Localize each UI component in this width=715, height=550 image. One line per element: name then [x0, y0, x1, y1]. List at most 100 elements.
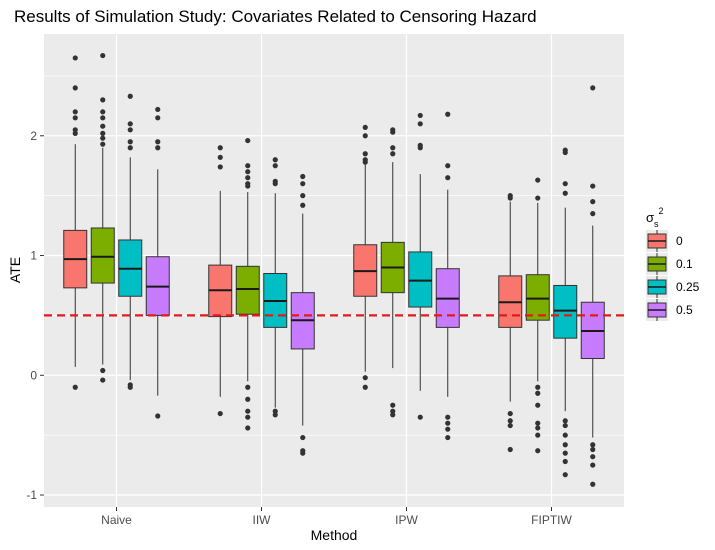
- x-axis-label: Method: [311, 527, 358, 543]
- outlier-point: [562, 181, 568, 187]
- outlier-point: [300, 434, 306, 441]
- outlier-point: [507, 410, 513, 417]
- outlier-point: [417, 112, 423, 119]
- outlier-point: [245, 425, 251, 431]
- outlier-point: [507, 195, 513, 201]
- y-tick-label: 0: [30, 368, 37, 382]
- outlier-point: [127, 127, 133, 133]
- legend-key: [646, 253, 668, 275]
- outlier-point: [535, 390, 541, 396]
- outlier-point: [100, 130, 106, 136]
- outlier-point: [390, 402, 396, 408]
- outlier-point: [535, 402, 541, 408]
- box-body: [90, 227, 115, 284]
- outlier-point: [362, 151, 368, 157]
- outlier-point: [535, 177, 541, 183]
- outlier-point: [445, 426, 451, 432]
- x-tick-label: IIW: [253, 513, 272, 527]
- outlier-point: [590, 462, 596, 468]
- chart-title: Results of Simulation Study: Covariates …: [14, 7, 537, 26]
- outlier-point: [362, 159, 368, 165]
- legend-label: 0.5: [676, 303, 693, 317]
- box-fiptiw-0_5: [580, 85, 605, 487]
- outlier-point: [245, 137, 251, 144]
- outlier-point: [245, 384, 251, 390]
- outlier-point: [245, 408, 251, 414]
- outlier-point: [362, 124, 368, 131]
- legend-label: 0.1: [676, 257, 693, 271]
- box-iiw-0_1: [235, 137, 260, 431]
- outlier-point: [535, 384, 541, 390]
- outlier-point: [562, 458, 568, 465]
- outlier-point: [300, 450, 306, 456]
- box-iiw-0: [208, 145, 233, 417]
- outlier-point: [562, 190, 568, 196]
- outlier-point: [100, 141, 106, 147]
- outlier-point: [155, 139, 161, 145]
- outlier-point: [100, 52, 106, 59]
- outlier-point: [72, 384, 78, 390]
- x-tick-label: FIPTIW: [531, 513, 572, 527]
- grid-lines: [44, 34, 624, 507]
- y-axis-label: ATE: [7, 257, 23, 283]
- box-iiw-0_25: [263, 157, 288, 418]
- outlier-point: [127, 93, 133, 99]
- outlier-point: [300, 181, 306, 187]
- outlier-point: [535, 420, 541, 426]
- box-ipw-0_1: [380, 127, 405, 418]
- outlier-point: [272, 163, 278, 169]
- legend-key: [646, 230, 668, 252]
- outlier-point: [362, 384, 368, 390]
- outlier-point: [100, 97, 106, 103]
- y-tick-label: 1: [30, 249, 37, 263]
- x-tick-label: IPW: [395, 513, 418, 527]
- outlier-point: [72, 85, 78, 91]
- outlier-point: [272, 408, 278, 414]
- box-naive-0_1: [90, 52, 115, 383]
- box-fiptiw-0_25: [553, 147, 578, 478]
- outlier-point: [562, 450, 568, 456]
- outlier-point: [562, 432, 568, 438]
- outlier-point: [245, 414, 251, 420]
- outlier-point: [590, 183, 596, 189]
- box-body: [235, 265, 260, 315]
- box-naive-0_5: [145, 106, 170, 419]
- outlier-point: [445, 414, 451, 420]
- outlier-point: [245, 175, 251, 181]
- outlier-point: [245, 163, 251, 169]
- outlier-point: [72, 109, 78, 115]
- outlier-point: [562, 149, 568, 156]
- outlier-point: [417, 145, 423, 151]
- outlier-point: [507, 446, 513, 453]
- outlier-point: [217, 154, 223, 160]
- outlier-point: [535, 425, 541, 431]
- outlier-point: [300, 202, 306, 208]
- box-ipw-0_25: [408, 112, 433, 420]
- outlier-point: [590, 454, 596, 460]
- outlier-point: [390, 129, 396, 135]
- outlier-point: [390, 151, 396, 157]
- outlier-point: [217, 410, 223, 417]
- box-naive-0: [63, 55, 88, 390]
- outlier-point: [390, 412, 396, 418]
- outlier-point: [100, 123, 106, 129]
- outlier-point: [590, 446, 596, 453]
- outlier-point: [100, 109, 106, 115]
- outlier-point: [300, 173, 306, 180]
- outlier-point: [272, 412, 278, 418]
- outlier-point: [445, 175, 451, 181]
- outlier-point: [362, 375, 368, 381]
- legend-label: 0: [676, 234, 683, 248]
- legend: σs2 0 0.1 0.25 0.5: [646, 206, 700, 321]
- outlier-point: [155, 115, 161, 121]
- outlier-point: [272, 157, 278, 163]
- outlier-point: [127, 139, 133, 145]
- outlier-point: [217, 145, 223, 151]
- outlier-point: [535, 448, 541, 454]
- box-iiw-0_5: [290, 173, 315, 456]
- outlier-point: [272, 181, 278, 187]
- outlier-point: [590, 199, 596, 205]
- outlier-point: [72, 115, 78, 121]
- outlier-point: [417, 121, 423, 127]
